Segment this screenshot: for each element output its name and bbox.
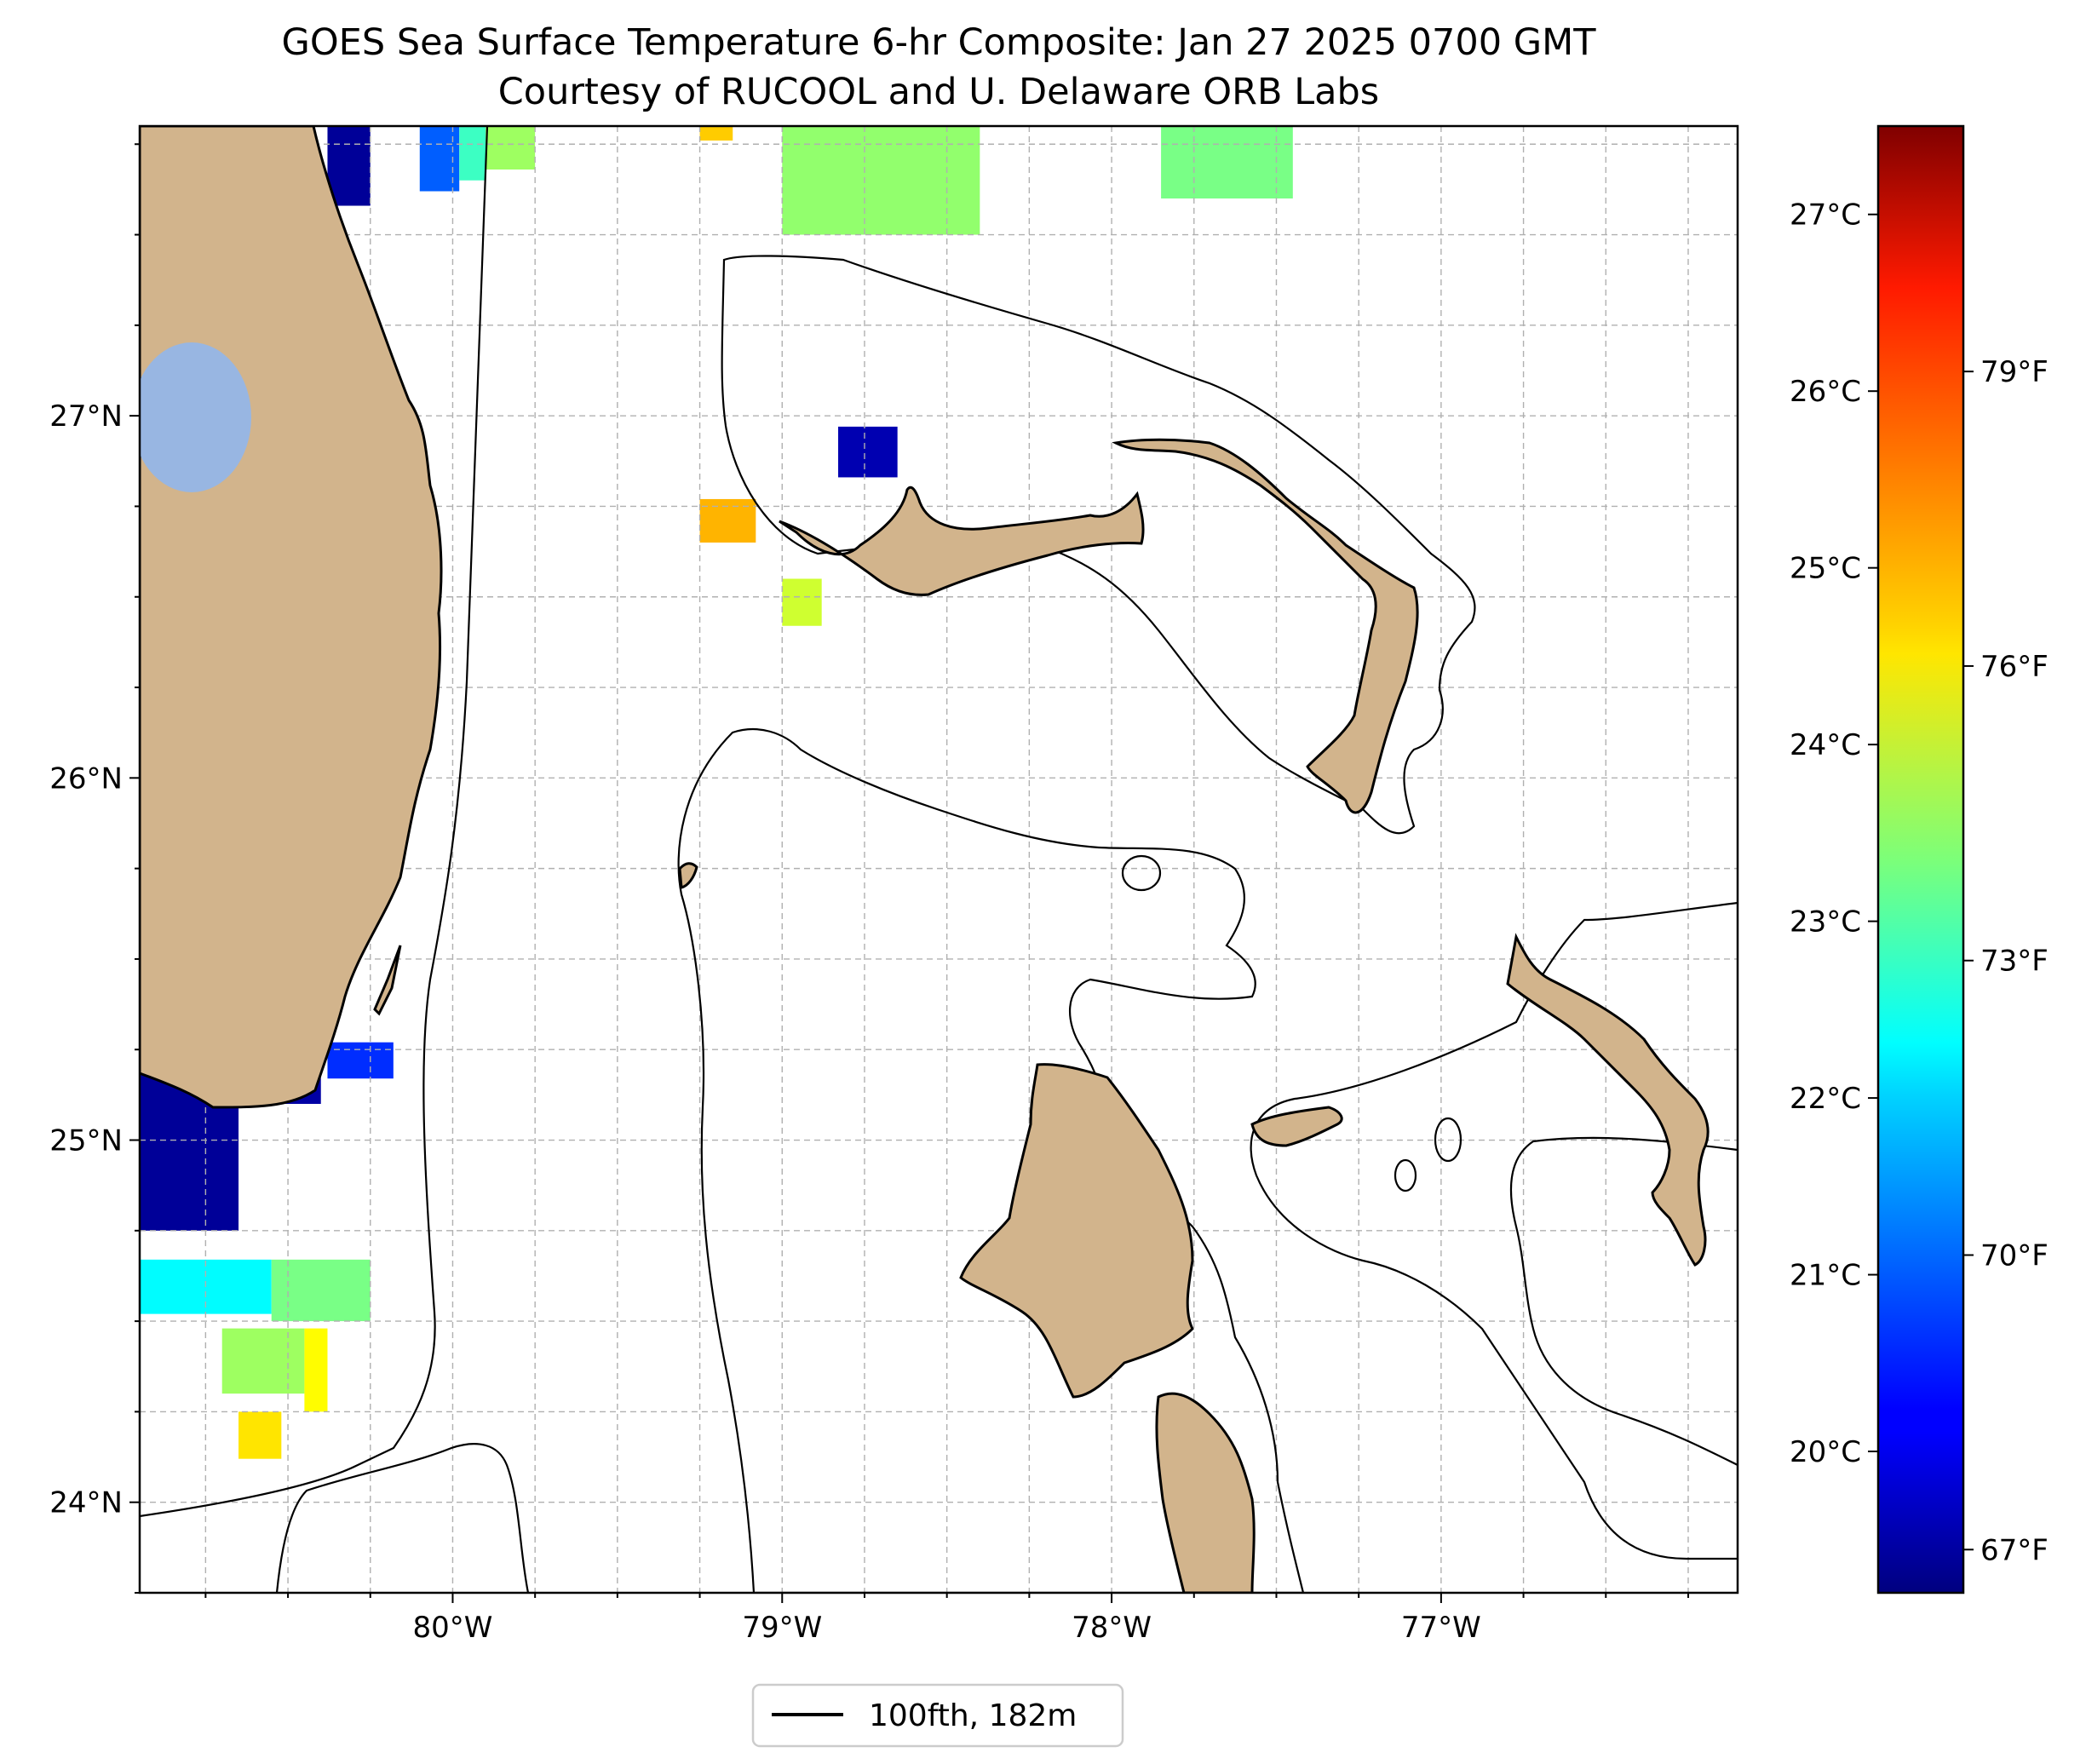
map-subtitle: Courtesy of RUCOOL and U. Delaware ORB L…: [498, 71, 1379, 113]
sst-patch: [459, 126, 486, 181]
ocean-background: [140, 126, 1738, 1593]
fahrenheit-tick-label: 79°F: [1980, 355, 2049, 389]
fahrenheit-tick-label: 67°F: [1980, 1533, 2049, 1567]
sst-patch: [699, 126, 733, 141]
longitude-axis: 80°W 79°W 78°W 77°W: [204, 1593, 1689, 1645]
sst-patch: [271, 1259, 371, 1322]
sst-patch: [419, 126, 460, 192]
legend-box: [751, 1683, 1124, 1748]
lat-tick-label: 24°N: [49, 1486, 123, 1520]
contour-florida-shelf: [140, 126, 489, 1518]
land-great-abaco: [1112, 438, 1419, 814]
sst-patch: [838, 426, 898, 478]
colorbar-celsius-axis: 20°C 21°C 22°C 23°C 24°C 25°C 26°C 27°C: [1790, 198, 1878, 1469]
land-upper-keys: [373, 945, 402, 1016]
latitude-axis: 24°N 25°N 26°N 27°N: [49, 143, 140, 1594]
colorbar: 20°C 21°C 22°C 23°C 24°C 25°C 26°C 27°C 67°F 70°…: [1790, 124, 2049, 1594]
land-grand-bahama: [779, 486, 1145, 596]
contour-ring-1: [1434, 1117, 1462, 1163]
land-berry-islands: [1250, 1106, 1343, 1147]
legend: 100fth, 182m: [751, 1683, 1124, 1748]
celsius-tick-label: 27°C: [1790, 198, 1861, 233]
sst-patch: [327, 1042, 394, 1079]
celsius-tick-label: 20°C: [1790, 1435, 1861, 1469]
lon-tick-label: 77°W: [1401, 1611, 1481, 1645]
contour-inner-south: [1509, 1136, 1738, 1466]
land-eleuthera: [1506, 933, 1710, 1267]
lon-tick-label: 80°W: [413, 1611, 493, 1645]
celsius-tick-label: 22°C: [1790, 1082, 1861, 1116]
celsius-tick-label: 21°C: [1790, 1259, 1861, 1293]
celsius-tick-label: 26°C: [1790, 375, 1861, 409]
celsius-tick-label: 24°C: [1790, 728, 1861, 762]
sst-patch: [238, 1411, 282, 1459]
celsius-tick-label: 23°C: [1790, 905, 1861, 939]
lon-tick-label: 78°W: [1072, 1611, 1152, 1645]
lat-tick-label: 27°N: [49, 399, 123, 434]
land-bimini: [678, 862, 698, 889]
lat-tick-label: 25°N: [49, 1124, 123, 1158]
fahrenheit-tick-label: 70°F: [1980, 1239, 2049, 1273]
colorbar-gradient: [1876, 124, 1965, 1594]
sst-patch: [699, 498, 756, 543]
celsius-tick-label: 25°C: [1790, 552, 1861, 586]
lon-tick-label: 79°W: [742, 1611, 822, 1645]
colorbar-fahrenheit-axis: 67°F 70°F 73°F 76°F 79°F: [1963, 355, 2049, 1567]
land-andros: [959, 1063, 1194, 1399]
map-title: GOES Sea Surface Temperature 6-hr Compos…: [282, 21, 1597, 64]
sst-patch: [304, 1328, 328, 1412]
sst-patch: [486, 126, 536, 170]
lat-tick-label: 26°N: [49, 761, 123, 796]
sst-patch: [782, 126, 980, 235]
sst-patch: [221, 1328, 305, 1394]
sst-patch: [1161, 126, 1293, 199]
land-andros-south: [1155, 1392, 1256, 1593]
lake-okeechobee: [140, 342, 251, 492]
map-frame: [138, 124, 1739, 1594]
fahrenheit-tick-label: 76°F: [1980, 650, 2049, 684]
sst-patch: [782, 578, 822, 626]
map-panel: [140, 126, 1738, 1593]
contour-exuma-tongue: [1250, 901, 1738, 1560]
contour-ring-3: [1121, 854, 1162, 892]
legend-label: 100fth, 182m: [869, 1698, 1077, 1733]
fahrenheit-tick-label: 73°F: [1980, 945, 2049, 979]
contour-ring-2: [1394, 1158, 1417, 1192]
contour-andros-west: [275, 1443, 530, 1593]
sst-patch: [327, 126, 371, 206]
